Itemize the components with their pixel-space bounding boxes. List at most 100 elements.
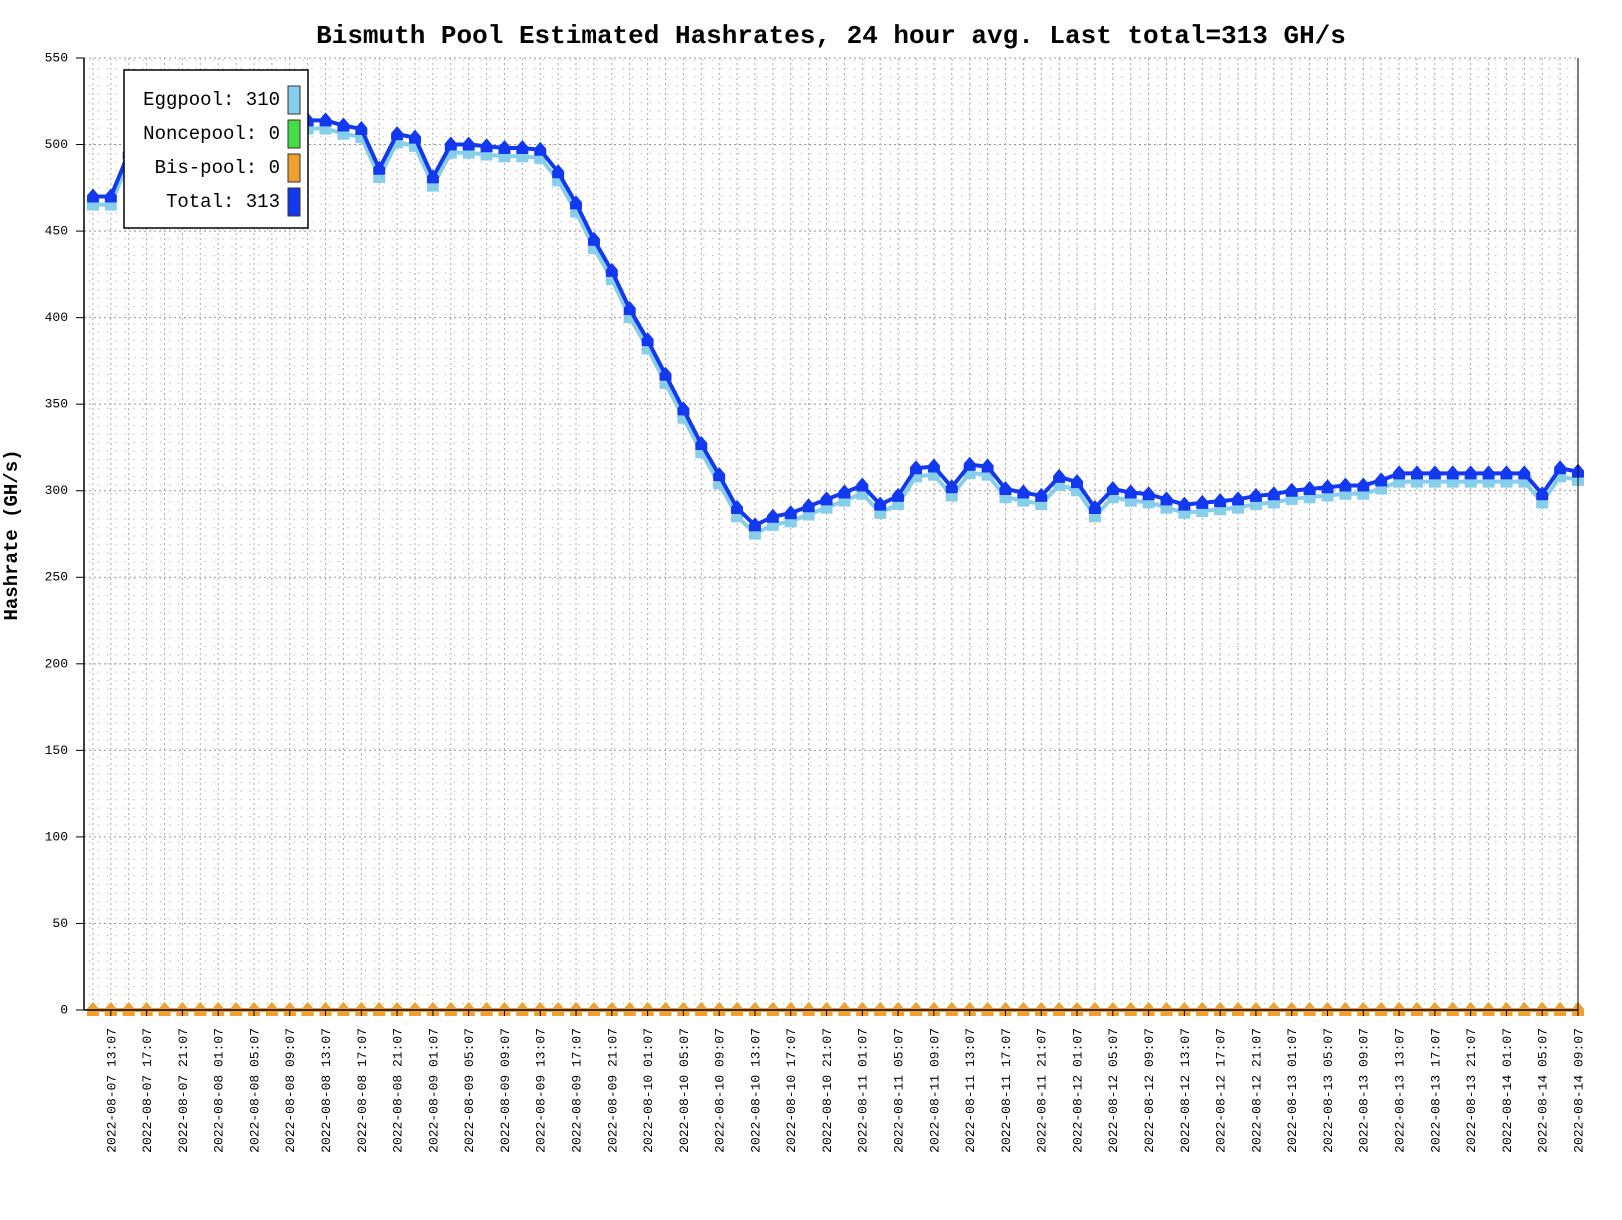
data-point bbox=[1339, 477, 1352, 492]
data-point bbox=[265, 1002, 278, 1016]
data-point bbox=[1464, 1002, 1477, 1016]
data-point bbox=[892, 1002, 905, 1016]
x-tick-label: 2022-08-07 21:07 bbox=[176, 1028, 191, 1153]
data-point bbox=[247, 1002, 260, 1016]
y-tick-label: 500 bbox=[45, 137, 68, 152]
data-point bbox=[1303, 480, 1316, 495]
data-point bbox=[1106, 480, 1119, 495]
legend-label: Noncepool: 0 bbox=[143, 123, 280, 145]
legend-label: Bis-pool: 0 bbox=[155, 157, 280, 179]
x-tick-label: 2022-08-10 21:07 bbox=[820, 1028, 835, 1153]
data-point bbox=[1536, 1002, 1549, 1016]
data-point bbox=[748, 517, 761, 532]
data-point bbox=[1214, 493, 1227, 508]
x-tick-label: 2022-08-12 17:07 bbox=[1214, 1028, 1229, 1153]
x-tick-label: 2022-08-13 01:07 bbox=[1285, 1028, 1300, 1153]
legend: Eggpool: 310 Noncepool: 0 Bis-pool: 0 Total… bbox=[123, 69, 309, 229]
data-point bbox=[1178, 496, 1191, 511]
x-tick-label: 2022-08-09 01:07 bbox=[426, 1028, 441, 1153]
x-tick-label: 2022-08-11 01:07 bbox=[856, 1028, 871, 1153]
x-tick-label: 2022-08-08 01:07 bbox=[212, 1028, 227, 1153]
x-tick-label: 2022-08-12 13:07 bbox=[1178, 1028, 1193, 1153]
data-point bbox=[1249, 487, 1262, 502]
data-point bbox=[856, 1002, 869, 1016]
data-point bbox=[766, 1002, 779, 1016]
data-point bbox=[731, 500, 744, 515]
data-point bbox=[838, 1002, 851, 1016]
data-point bbox=[498, 140, 511, 155]
data-point bbox=[1321, 479, 1334, 494]
y-tick-label: 300 bbox=[45, 483, 68, 498]
data-point bbox=[1554, 460, 1567, 475]
y-tick-label: 200 bbox=[45, 656, 68, 671]
data-point bbox=[1071, 1002, 1084, 1016]
data-point bbox=[122, 1002, 135, 1016]
data-point bbox=[1393, 465, 1406, 480]
x-tick-label: 2022-08-11 05:07 bbox=[892, 1028, 907, 1153]
data-point bbox=[301, 1002, 314, 1016]
marks bbox=[86, 112, 1584, 1016]
legend-box bbox=[123, 69, 309, 229]
x-tick-label: 2022-08-07 17:07 bbox=[140, 1028, 155, 1153]
data-point bbox=[802, 1002, 815, 1016]
data-point bbox=[426, 169, 439, 184]
data-point bbox=[140, 1002, 153, 1016]
data-point bbox=[1518, 465, 1531, 480]
data-point bbox=[1321, 1002, 1334, 1016]
data-point bbox=[355, 1002, 368, 1016]
legend-swatch bbox=[287, 153, 301, 183]
data-point bbox=[1303, 1002, 1316, 1016]
x-tick-label: 2022-08-10 17:07 bbox=[784, 1028, 799, 1153]
data-point bbox=[570, 195, 583, 210]
data-point bbox=[587, 231, 600, 246]
data-point bbox=[391, 126, 404, 141]
data-point bbox=[1375, 1002, 1388, 1016]
data-point bbox=[1249, 1002, 1262, 1016]
data-point bbox=[1124, 484, 1137, 499]
x-tick-label: 2022-08-08 21:07 bbox=[391, 1028, 406, 1153]
data-point bbox=[641, 332, 654, 347]
legend-swatch bbox=[287, 119, 301, 149]
data-point bbox=[1017, 484, 1030, 499]
data-point bbox=[462, 1002, 475, 1016]
data-point bbox=[1410, 465, 1423, 480]
data-point bbox=[1088, 500, 1101, 515]
data-point bbox=[1160, 1002, 1173, 1016]
data-point bbox=[999, 1002, 1012, 1016]
data-point bbox=[820, 1002, 833, 1016]
data-point bbox=[713, 1002, 726, 1016]
data-point bbox=[462, 136, 475, 151]
data-point bbox=[104, 1002, 117, 1016]
data-point bbox=[1446, 1002, 1459, 1016]
x-tick-label: 2022-08-11 13:07 bbox=[963, 1028, 978, 1153]
data-point bbox=[981, 1002, 994, 1016]
data-point bbox=[337, 1002, 350, 1016]
data-point bbox=[355, 120, 368, 135]
data-point bbox=[1214, 1002, 1227, 1016]
data-point bbox=[1357, 1002, 1370, 1016]
data-point bbox=[1142, 486, 1155, 501]
data-point bbox=[1053, 1002, 1066, 1016]
data-point bbox=[1160, 491, 1173, 506]
data-point bbox=[1196, 494, 1209, 509]
data-point bbox=[623, 300, 636, 315]
data-point bbox=[1464, 465, 1477, 480]
x-tick-label: 2022-08-10 05:07 bbox=[677, 1028, 692, 1153]
x-tick-label: 2022-08-13 09:07 bbox=[1357, 1028, 1372, 1153]
data-point bbox=[713, 467, 726, 482]
data-point bbox=[337, 117, 350, 132]
data-point bbox=[1017, 1002, 1030, 1016]
x-tick-label: 2022-08-13 13:07 bbox=[1393, 1028, 1408, 1153]
y-tick-label: 400 bbox=[45, 310, 68, 325]
data-point bbox=[1088, 1002, 1101, 1016]
data-point bbox=[409, 129, 422, 144]
data-point bbox=[391, 1002, 404, 1016]
y-tick-label: 0 bbox=[60, 1002, 68, 1017]
data-point bbox=[927, 1002, 940, 1016]
x-tick-label: 2022-08-09 05:07 bbox=[462, 1028, 477, 1153]
y-axis-label: Hashrate (GH/s) bbox=[1, 449, 23, 620]
data-point bbox=[641, 1002, 654, 1016]
legend-label: Eggpool: 310 bbox=[143, 89, 280, 111]
y-tick-label: 50 bbox=[52, 916, 68, 931]
